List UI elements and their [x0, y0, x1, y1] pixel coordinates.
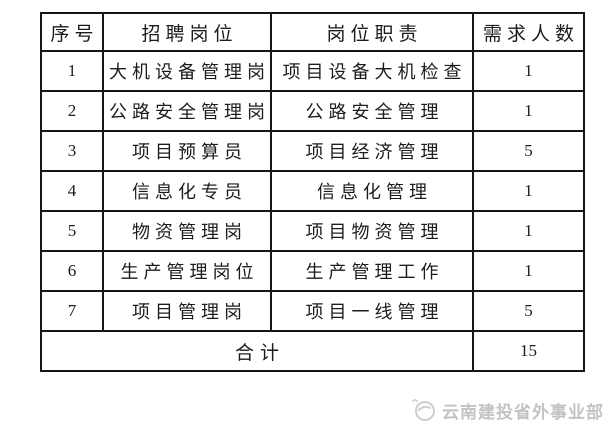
- cell-duty: 项目一线管理: [270, 290, 474, 332]
- cell-position: 信息化专员: [102, 170, 272, 212]
- recruitment-table: 序号 招聘岗位 岗位职责 需求人数 1 大机设备管理岗 项目设备大机检查 1 2 公路安全…: [40, 12, 585, 372]
- col-header-position: 招聘岗位: [102, 12, 272, 52]
- cell-duty: 公路安全管理: [270, 90, 474, 132]
- cell-index: 3: [40, 130, 104, 172]
- cell-position: 物资管理岗: [102, 210, 272, 252]
- cell-position: 项目预算员: [102, 130, 272, 172]
- cell-position: 项目管理岗: [102, 290, 272, 332]
- table-row: 4 信息化专员 信息化管理 1: [40, 170, 585, 212]
- cell-headcount: 5: [472, 290, 585, 332]
- table-row: 1 大机设备管理岗 项目设备大机检查 1: [40, 50, 585, 92]
- table-row: 2 公路安全管理岗 公路安全管理 1: [40, 90, 585, 132]
- cell-headcount: 1: [472, 210, 585, 252]
- cell-index: 6: [40, 250, 104, 292]
- cell-duty: 信息化管理: [270, 170, 474, 212]
- cell-headcount: 1: [472, 90, 585, 132]
- cell-index: 4: [40, 170, 104, 212]
- cell-headcount: 1: [472, 170, 585, 212]
- brand-name: 云南建投省外事业部: [442, 402, 604, 422]
- header-row: 序号 招聘岗位 岗位职责 需求人数: [40, 12, 585, 52]
- cell-duty: 项目物资管理: [270, 210, 474, 252]
- col-header-index: 序号: [40, 12, 104, 52]
- cell-headcount: 5: [472, 130, 585, 172]
- cell-position: 大机设备管理岗: [102, 50, 272, 92]
- cell-index: 1: [40, 50, 104, 92]
- col-header-duty: 岗位职责: [270, 12, 474, 52]
- cell-duty: 项目设备大机检查: [270, 50, 474, 92]
- cell-position: 公路安全管理岗: [102, 90, 272, 132]
- col-header-headcount: 需求人数: [472, 12, 585, 52]
- total-row: 合计 15: [40, 330, 585, 372]
- cell-headcount: 1: [472, 250, 585, 292]
- brand-logo-icon: [411, 397, 437, 423]
- table-row: 5 物资管理岗 项目物资管理 1: [40, 210, 585, 252]
- cell-headcount: 1: [472, 50, 585, 92]
- cell-position: 生产管理岗位: [102, 250, 272, 292]
- table-row: 6 生产管理岗位 生产管理工作 1: [40, 250, 585, 292]
- cell-duty: 项目经济管理: [270, 130, 474, 172]
- table-row: 7 项目管理岗 项目一线管理 5: [40, 290, 585, 332]
- total-label: 合计: [40, 330, 474, 372]
- total-value: 15: [472, 330, 585, 372]
- brand-watermark: 云南建投省外事业部: [411, 395, 604, 425]
- cell-index: 2: [40, 90, 104, 132]
- cell-index: 7: [40, 290, 104, 332]
- table-row: 3 项目预算员 项目经济管理 5: [40, 130, 585, 172]
- cell-index: 5: [40, 210, 104, 252]
- cell-duty: 生产管理工作: [270, 250, 474, 292]
